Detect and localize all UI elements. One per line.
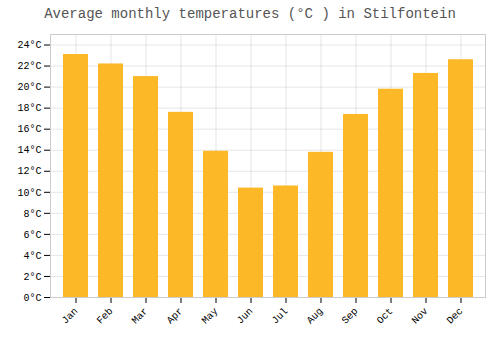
svg-text:Jul: Jul xyxy=(270,306,291,327)
svg-text:Jun: Jun xyxy=(235,306,256,327)
svg-text:4°C: 4°C xyxy=(23,251,41,262)
svg-text:Nov: Nov xyxy=(410,306,431,327)
svg-text:18°C: 18°C xyxy=(17,103,41,114)
svg-text:12°C: 12°C xyxy=(17,166,41,177)
svg-text:24°C: 24°C xyxy=(17,40,41,51)
svg-text:10°C: 10°C xyxy=(17,188,41,199)
svg-text:Apr: Apr xyxy=(165,306,186,327)
svg-text:Mar: Mar xyxy=(130,306,151,327)
svg-text:May: May xyxy=(200,306,221,327)
svg-text:22°C: 22°C xyxy=(17,61,41,72)
svg-text:Aug: Aug xyxy=(305,306,326,327)
svg-text:Sep: Sep xyxy=(340,306,361,327)
svg-text:Oct: Oct xyxy=(375,306,396,327)
svg-text:Jan: Jan xyxy=(60,306,81,327)
svg-text:8°C: 8°C xyxy=(23,209,41,220)
svg-text:16°C: 16°C xyxy=(17,124,41,135)
svg-text:0°C: 0°C xyxy=(23,293,41,304)
svg-text:14°C: 14°C xyxy=(17,145,41,156)
svg-text:Feb: Feb xyxy=(95,306,116,327)
html-text:Average monthly temperatures (: Average monthly temperatures (°C ) in St… xyxy=(44,6,456,22)
svg-text:2°C: 2°C xyxy=(23,272,41,283)
svg-text:Dec: Dec xyxy=(445,306,466,327)
svg-text:6°C: 6°C xyxy=(23,230,41,241)
svg-text:20°C: 20°C xyxy=(17,82,41,93)
